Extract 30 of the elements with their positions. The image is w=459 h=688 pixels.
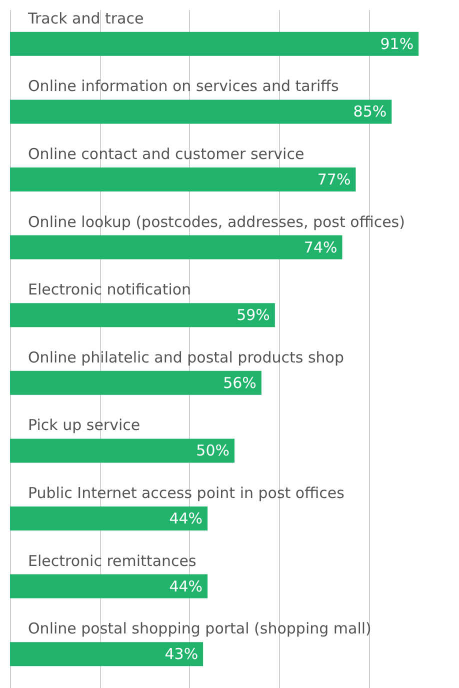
data-label: 44% xyxy=(169,510,203,528)
data-label: 44% xyxy=(169,577,203,596)
bar xyxy=(10,438,234,463)
data-label: 74% xyxy=(304,238,338,256)
data-label: 50% xyxy=(196,442,230,460)
y-tick-label: Public Internet access point in post offices xyxy=(28,484,345,502)
y-tick-label: Online philatelic and postal products shop xyxy=(28,348,344,366)
bar xyxy=(10,574,208,598)
bar xyxy=(10,235,342,260)
y-tick-label: Electronic remittances xyxy=(28,552,196,570)
data-label: 56% xyxy=(223,374,256,392)
data-label: 77% xyxy=(317,170,351,188)
bar xyxy=(10,32,419,56)
y-tick-label: Electronic notification xyxy=(28,280,192,299)
bar xyxy=(10,303,275,328)
bar xyxy=(10,642,204,666)
bar xyxy=(10,100,392,124)
bar xyxy=(10,506,208,530)
data-label: 91% xyxy=(380,34,414,53)
y-tick-label: Online lookup (postcodes, addresses, post offices) xyxy=(28,212,405,231)
bar xyxy=(10,168,356,192)
y-tick-label: Online postal shopping portal (shopping mall) xyxy=(28,620,372,638)
y-tick-label: Online contact and customer service xyxy=(28,145,304,163)
bar xyxy=(10,370,262,395)
y-tick-label: Online information on services and tariffs xyxy=(28,77,339,96)
y-tick-label: Track and trace xyxy=(27,9,144,28)
data-label: 59% xyxy=(236,306,270,324)
data-label: 85% xyxy=(353,102,387,121)
y-tick-label: Pick up service xyxy=(28,416,140,434)
data-label: 43% xyxy=(164,645,198,664)
